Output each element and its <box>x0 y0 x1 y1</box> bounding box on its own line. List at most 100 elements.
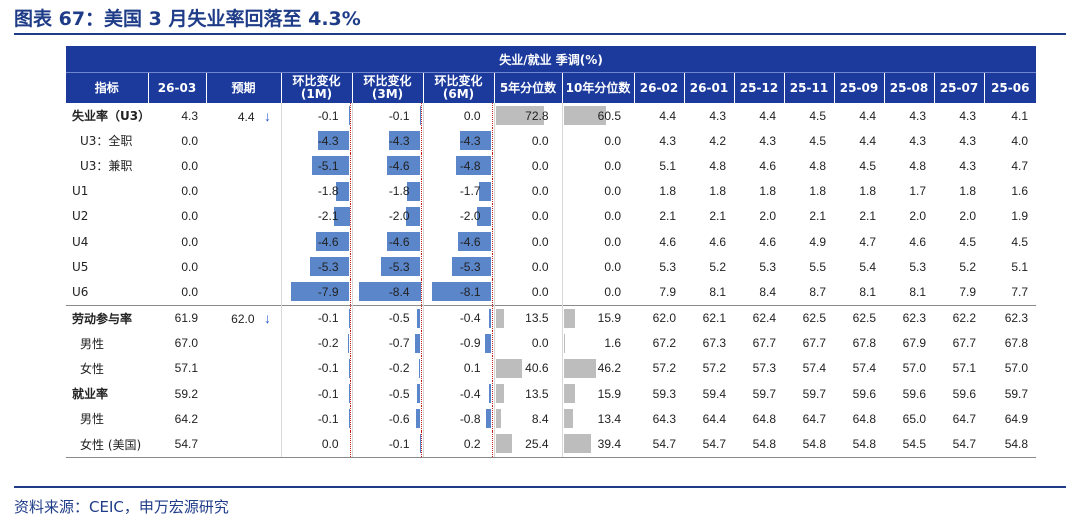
history-value: 59.6 <box>952 386 976 401</box>
percentile-cell: 0.0 <box>493 203 562 229</box>
change-cell: 0.0 <box>280 431 352 458</box>
forecast-cell <box>206 331 281 356</box>
forecast-value: 4.4 <box>237 109 255 124</box>
column-header-row: 指标 26-03 预期 环比变化 (1M) 环比变化 (3M) 环比变化 (6M) 5年分位数 10… <box>66 72 1037 103</box>
table-row: U4 0.0 -4.6 -4.6 -4.6 0.0 0.0 4.6 4.6 4.6 4.9 4.7 4.… <box>66 228 1036 255</box>
change-cell: -0.1 <box>280 355 352 382</box>
change-value: 0.1 <box>463 361 481 376</box>
percentile-cell: 15.9 <box>561 381 634 407</box>
change-bar <box>348 384 350 404</box>
column-header: 25-09 <box>833 72 884 103</box>
change-value: -5.3 <box>388 259 410 274</box>
row-label: U6 <box>72 284 89 299</box>
percentile-cell: 0.0 <box>561 254 634 280</box>
history-value: 57.2 <box>652 361 676 376</box>
change-value: -0.1 <box>388 437 410 452</box>
change-cell: -4.8 <box>422 153 494 179</box>
table-row: U3：兼职 0.0 -5.1 -4.6 -4.8 0.0 0.0 5.1 4.8 4.6 4.8 4.… <box>66 153 1036 179</box>
zero-axis-line <box>420 103 422 129</box>
column-header: 环比变化 (6M) <box>422 72 494 103</box>
history-value: 4.5 <box>1011 234 1029 249</box>
change-bar <box>484 333 492 353</box>
history-value: 2.1 <box>809 209 826 224</box>
change-bar <box>334 206 350 226</box>
history-value: 54.8 <box>734 431 784 458</box>
percentile-bar <box>563 308 575 328</box>
change-value: -4.6 <box>459 234 481 249</box>
row-label: 就业率 <box>72 387 109 402</box>
column-header: 5年分位数 <box>493 72 562 103</box>
history-value: 59.4 <box>702 386 726 401</box>
history-value: 57.0 <box>1004 361 1029 376</box>
change-value: -0.9 <box>459 336 481 351</box>
zero-axis-line <box>420 406 422 432</box>
zero-axis-line <box>491 406 493 432</box>
group-header: 失业/就业 季调(%) <box>66 46 1037 73</box>
history-value: 2.1 <box>859 209 876 224</box>
change-value: -1.8 <box>317 184 339 199</box>
change-cell: -5.3 <box>280 254 352 280</box>
percentile-value: 13.5 <box>525 386 549 401</box>
change-value: -0.7 <box>388 336 410 351</box>
history-value: 4.7 <box>1011 158 1029 173</box>
percentile-value: 0.0 <box>604 234 621 249</box>
forecast-cell <box>206 406 281 431</box>
change-cell: -0.1 <box>280 406 352 432</box>
history-value: 5.3 <box>909 259 926 274</box>
percentile-cell: 0.0 <box>561 153 634 179</box>
history-value: 1.9 <box>1011 209 1029 224</box>
change-cell: 0.2 <box>422 431 494 458</box>
forecast-cell <box>206 204 281 229</box>
zero-axis-line <box>349 228 351 255</box>
change-value: -4.3 <box>388 133 410 148</box>
zero-axis-line <box>491 178 493 204</box>
change-cell: -4.6 <box>351 228 423 255</box>
change-cell: -1.8 <box>280 178 352 204</box>
change-value: -0.1 <box>317 361 339 376</box>
history-value: 57.4 <box>802 361 826 376</box>
change-cell: -5.3 <box>351 254 423 280</box>
table-row: U5 0.0 -5.3 -5.3 -5.3 0.0 0.0 5.3 5.2 5.3 5.5 5.4 5.… <box>66 254 1036 280</box>
change-value: -0.4 <box>459 386 481 401</box>
change-cell: -4.3 <box>280 128 352 154</box>
change-bar <box>311 156 350 176</box>
history-value: 62.1 <box>684 304 734 331</box>
history-value: 57.4 <box>852 361 876 376</box>
percentile-value: 72.8 <box>525 108 549 123</box>
change-value: -7.9 <box>317 284 339 299</box>
down-arrow-icon: ↓ <box>264 107 271 124</box>
history-value: 4.9 <box>809 234 826 249</box>
unemployment-table-container: 失业/就业 季调(%) 指标 26-03 预期 环比变化 (1M) 环比变化 (3M) 环比变… <box>66 46 1037 458</box>
history-value: 5.5 <box>809 259 826 274</box>
zero-axis-line <box>420 178 422 204</box>
current-value: 0.0 <box>181 184 198 199</box>
history-value: 4.3 <box>959 133 976 148</box>
row-label: 失业率（U3） <box>72 109 151 124</box>
current-value: 0.0 <box>181 284 198 299</box>
change-value: -4.6 <box>388 234 410 249</box>
history-value: 4.3 <box>709 108 726 123</box>
current-value: 61.9 <box>148 304 206 331</box>
history-value: 62.5 <box>834 304 884 331</box>
change-bar <box>457 231 492 251</box>
column-header: 环比变化 (1M) <box>280 72 352 103</box>
change-cell: -4.3 <box>351 128 423 154</box>
history-value: 1.8 <box>659 184 676 199</box>
forecast-cell <box>206 128 281 153</box>
history-value: 67.7 <box>752 336 776 351</box>
history-value: 64.9 <box>1004 411 1029 426</box>
change-value: -4.6 <box>388 158 410 173</box>
history-value: 67.7 <box>952 336 976 351</box>
source-note: 资料来源：CEIC，申万宏源研究 <box>14 498 229 516</box>
percentile-value: 0.0 <box>531 184 549 199</box>
history-value: 62.3 <box>884 304 934 331</box>
history-value: 54.8 <box>784 431 834 458</box>
row-label: 劳动参与率 <box>66 304 148 331</box>
history-value: 57.1 <box>952 361 976 376</box>
percentile-cell: 0.0 <box>493 228 562 255</box>
history-value: 4.6 <box>659 234 676 249</box>
change-cell: -7.9 <box>280 279 352 305</box>
forecast-cell: 62.0 ↓ <box>206 304 281 331</box>
change-bar <box>386 156 421 176</box>
history-value: 1.6 <box>1011 184 1029 199</box>
